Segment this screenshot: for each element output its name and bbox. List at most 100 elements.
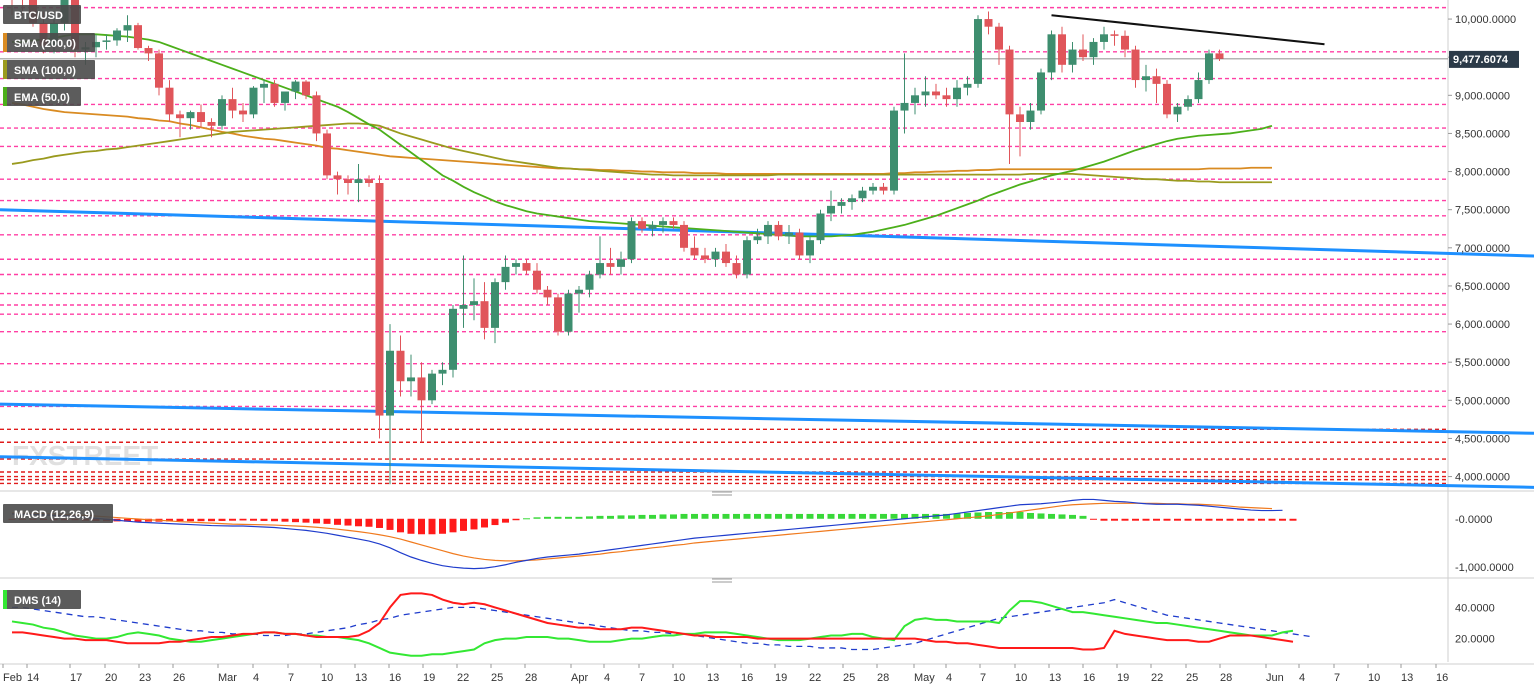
candle-body [365,179,373,183]
macd-histogram-bar [575,516,583,519]
macd-histogram-bar [449,518,457,533]
candle-body [1121,35,1129,50]
candle-body [1142,76,1150,81]
macd-histogram-bar [880,513,887,519]
candle-body [71,0,79,50]
macd-histogram-bar [166,518,173,522]
channel-line [0,208,1534,258]
macd-histogram-bar [187,518,194,522]
macd-histogram-bar [544,516,551,519]
macd-tag[interactable]: MACD (12,26,9) [3,504,113,523]
candle-body [627,221,636,260]
sma200-tag[interactable]: SMA (200,0) [3,33,95,52]
candle-body [333,175,342,180]
candle-body [596,263,604,275]
candle-body [134,25,142,49]
macd-histogram-bar [1069,514,1076,519]
candle-body [942,95,951,100]
macd-histogram-bar [1006,512,1013,519]
candle-body [1205,53,1213,81]
date-tick-label: 23 [139,672,151,684]
fxstreet-watermark: FXSTREET [12,440,158,471]
macd-histogram-bar [1163,518,1171,521]
candle-body [1026,110,1035,122]
candle-body [848,198,856,203]
macd-histogram-bar [491,518,499,526]
candle-body [291,81,300,92]
macd-label: MACD (12,26,9) [14,509,94,521]
macd-histogram-bar [376,518,383,528]
macd-histogram-bar [890,513,898,519]
macd-histogram-bar [554,516,562,519]
date-tick-label: 7 [639,672,645,684]
macd-histogram-bar [271,518,278,522]
price-tick-label: 6,500.0000 [1455,281,1510,293]
date-tick-label: 13 [355,672,367,684]
candle-body [438,369,447,374]
macd-histogram-bar [208,518,215,522]
candle-body [753,236,762,241]
macd-histogram-bar [1237,518,1244,521]
date-tick-label: 10 [673,672,685,684]
macd-histogram-bar [1027,512,1034,519]
macd-histogram-bar [1121,518,1129,521]
macd-histogram-bar [995,512,1003,519]
dms-tag[interactable]: DMS (14) [3,590,81,609]
candle-body [176,114,184,119]
date-tick-label: 16 [1083,672,1095,684]
macd-histogram-bar [1100,518,1108,521]
candle-body [113,30,121,41]
ema50-tag[interactable]: EMA (50,0) [3,87,81,106]
date-tick-label: Jun [1266,672,1284,684]
candle-body [837,202,846,206]
candle-body [123,25,132,31]
price-tick-label: 5,500.0000 [1455,357,1510,369]
date-tick-label: 25 [491,672,503,684]
candle-body [806,240,814,256]
date-tick-label: 4 [253,672,259,684]
macd-histogram-bar [1258,518,1265,521]
candle-body [774,224,783,237]
symbol-tag[interactable]: BTC/USD [3,5,81,24]
macd-histogram-bar [292,518,299,523]
macd-histogram-bar [1079,515,1087,519]
date-tick-label: 4 [604,672,610,684]
resize-handle-2[interactable] [712,578,732,583]
macd-histogram-bar [691,513,698,519]
candle-body [879,186,888,191]
price-tick-label: 6,000.0000 [1455,319,1510,331]
candle-body [218,99,226,126]
date-tick-label: 14 [27,672,39,684]
candle-body [354,179,363,183]
sma100-tag[interactable]: SMA (100,0) [3,60,95,79]
candle-body [207,122,216,126]
candle-body [732,263,741,275]
candle-body [554,297,562,332]
macd-histogram-bar [806,513,814,519]
macd-histogram-bar [649,514,656,519]
date-tick-label: 4 [946,672,952,684]
candle-body [344,179,352,183]
resize-handle-1[interactable] [712,491,732,496]
date-tick-label: 26 [173,672,185,684]
candle-body [932,91,940,96]
candle-body [480,301,489,328]
macd-histogram-bar [523,518,530,520]
candle-body [428,373,436,401]
macd-histogram-bar [586,516,593,519]
macd-histogram-bar [229,518,236,521]
candle-body [1152,76,1161,84]
price-tick-label: 8,500.0000 [1455,128,1510,140]
macd-histogram-bar [869,513,877,519]
dms-tick-label: 40.0000 [1455,602,1495,614]
candle-body [722,251,730,264]
macd-histogram-bar [281,518,289,522]
candle-body [386,350,394,416]
candle-body [1016,114,1024,122]
macd-histogram-bar [701,513,709,519]
macd-histogram-bar [638,514,646,519]
macd-histogram-bar [596,515,604,519]
candle-body [165,87,174,115]
date-tick-label: 16 [741,672,753,684]
